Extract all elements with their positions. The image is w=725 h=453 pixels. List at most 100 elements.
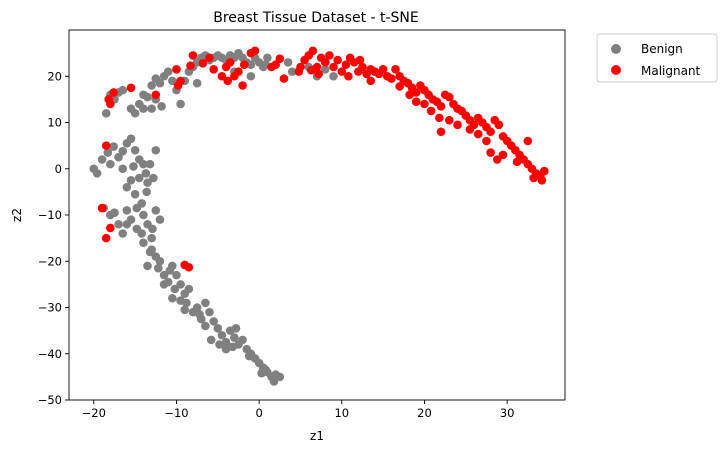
point-malignant xyxy=(498,150,508,160)
point-malignant xyxy=(225,58,235,67)
point-benign xyxy=(130,108,140,118)
point-benign xyxy=(172,270,181,280)
point-malignant xyxy=(523,136,533,146)
y-axis-label: z2 xyxy=(10,208,24,222)
plot-frame xyxy=(68,29,566,401)
point-benign xyxy=(92,169,102,178)
point-benign xyxy=(130,145,140,155)
point-malignant xyxy=(333,55,342,65)
point-benign xyxy=(126,134,136,143)
point-benign xyxy=(230,333,239,342)
point-malignant xyxy=(486,148,495,157)
point-benign xyxy=(151,145,161,155)
point-malignant xyxy=(106,223,115,233)
point-benign xyxy=(118,85,128,95)
point-benign xyxy=(184,284,194,294)
point-malignant xyxy=(294,67,304,76)
point-benign xyxy=(118,229,128,238)
y-tick-label: −10 xyxy=(38,208,62,222)
point-benign xyxy=(149,173,158,183)
point-malignant xyxy=(337,67,347,76)
point-benign xyxy=(205,307,214,317)
point-malignant xyxy=(444,115,454,125)
point-malignant xyxy=(325,51,334,60)
point-malignant xyxy=(537,176,547,185)
point-benign xyxy=(137,229,147,238)
point-benign xyxy=(257,368,266,378)
point-malignant xyxy=(473,129,483,139)
point-benign xyxy=(188,307,198,317)
point-malignant xyxy=(198,59,208,68)
legend-label-benign: Benign xyxy=(641,42,683,56)
point-malignant xyxy=(426,106,436,116)
point-benign xyxy=(147,233,156,243)
x-tick-label: 10 xyxy=(334,406,349,420)
point-benign xyxy=(221,344,231,354)
point-malignant xyxy=(358,62,367,72)
y-tick-label: −30 xyxy=(38,301,62,315)
point-malignant xyxy=(320,58,330,67)
point-malignant xyxy=(223,76,233,86)
y-tick-label: −40 xyxy=(38,347,62,361)
point-malignant xyxy=(306,65,316,75)
point-malignant xyxy=(395,82,404,91)
point-malignant xyxy=(465,125,475,134)
x-axis-label: z1 xyxy=(310,429,324,443)
point-malignant xyxy=(512,157,522,167)
point-malignant xyxy=(411,97,421,106)
y-tick-label: 0 xyxy=(55,162,62,176)
point-benign xyxy=(246,71,256,81)
point-benign xyxy=(139,210,148,220)
point-benign xyxy=(143,178,152,187)
legend-label-malignant: Malignant xyxy=(641,64,701,78)
point-benign xyxy=(139,104,148,113)
point-malignant xyxy=(391,65,400,74)
point-malignant xyxy=(378,65,388,74)
point-benign xyxy=(201,321,210,331)
point-benign xyxy=(195,310,204,319)
point-malignant xyxy=(184,262,194,272)
point-benign xyxy=(163,67,173,76)
point-benign xyxy=(155,215,165,224)
point-benign xyxy=(151,74,161,83)
point-benign xyxy=(209,317,218,326)
point-malignant xyxy=(492,155,502,164)
point-benign xyxy=(130,189,140,199)
point-malignant xyxy=(151,90,161,100)
point-benign xyxy=(134,173,144,183)
data-points xyxy=(89,46,549,386)
point-benign xyxy=(148,224,157,234)
point-malignant xyxy=(387,74,396,83)
x-tick-label: −20 xyxy=(82,406,106,420)
point-benign xyxy=(151,206,161,215)
x-axis-ticks: −20 −10 0 10 20 30 xyxy=(82,400,515,420)
point-benign xyxy=(244,351,254,361)
point-malignant xyxy=(453,120,462,130)
point-benign xyxy=(213,324,223,333)
point-benign xyxy=(139,238,148,248)
point-benign xyxy=(122,219,132,229)
point-benign xyxy=(320,65,330,74)
point-malignant xyxy=(279,74,289,83)
point-malignant xyxy=(540,166,549,176)
point-malignant xyxy=(250,46,260,56)
point-benign xyxy=(159,270,169,280)
point-malignant xyxy=(482,136,491,146)
point-malignant xyxy=(444,92,454,102)
x-tick-label: −10 xyxy=(164,406,188,420)
point-benign xyxy=(168,293,177,303)
point-benign xyxy=(147,81,156,90)
point-benign xyxy=(275,372,285,382)
legend-frame xyxy=(596,33,718,83)
point-malignant xyxy=(188,51,198,60)
x-tick-label: 30 xyxy=(500,406,515,420)
point-benign xyxy=(217,330,227,340)
point-malignant xyxy=(405,90,414,100)
y-tick-label: 20 xyxy=(47,69,62,83)
y-tick-label: −20 xyxy=(38,254,62,268)
point-benign xyxy=(147,104,156,113)
x-tick-label: 20 xyxy=(417,406,432,420)
point-malignant xyxy=(436,102,446,111)
point-malignant xyxy=(314,69,323,79)
